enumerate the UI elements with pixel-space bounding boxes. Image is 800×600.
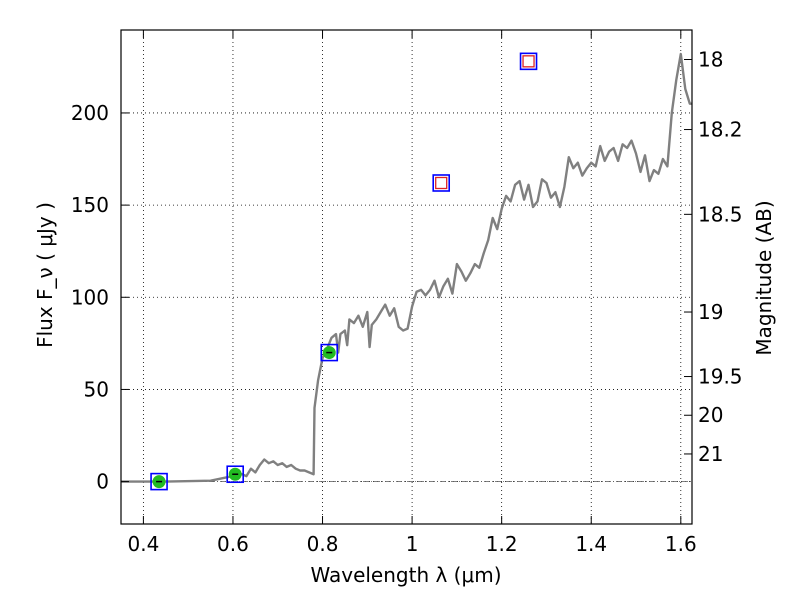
detection-point bbox=[150, 472, 168, 491]
detection-point bbox=[226, 465, 244, 484]
upper-limit-point bbox=[519, 52, 538, 71]
upper-limit-marker bbox=[435, 176, 448, 190]
model-flux-box bbox=[432, 174, 451, 192]
y-tick-label: 0 bbox=[96, 470, 109, 494]
right-tick-label: 18.2 bbox=[698, 118, 743, 142]
plot-frame bbox=[120, 29, 693, 525]
y-tick-label: 200 bbox=[71, 101, 109, 125]
right-tick-label: 21 bbox=[698, 442, 723, 466]
x-tick-label: 1.4 bbox=[575, 532, 607, 556]
plot-content bbox=[121, 52, 692, 491]
x-tick-label: 1.2 bbox=[486, 532, 518, 556]
tick-labels: 0.4 0.6 0.8 1 1.2 1.4 1.6 0 50 100 150 200 18 18.2 18.… bbox=[71, 47, 743, 556]
model-flux-box bbox=[320, 343, 339, 362]
right-tick-label: 18.5 bbox=[698, 202, 743, 226]
right-axis-title: Magnitude (AB) bbox=[752, 200, 776, 355]
x-tick-label: 1.6 bbox=[665, 532, 697, 556]
model-flux-box bbox=[226, 465, 244, 484]
y-axis-title: Flux F_ν ( μJy ) bbox=[33, 202, 57, 348]
right-tick-label: 20 bbox=[698, 403, 723, 427]
photometry-markers bbox=[150, 52, 538, 491]
model-flux-box bbox=[519, 52, 538, 71]
model-spectrum-line bbox=[121, 52, 692, 483]
x-tick-label: 1 bbox=[406, 532, 419, 556]
right-tick-label: 19.5 bbox=[698, 365, 743, 389]
x-tick-label: 0.8 bbox=[307, 532, 339, 556]
upper-limit-point bbox=[432, 174, 451, 192]
model-flux-box bbox=[150, 472, 168, 491]
y-tick-label: 100 bbox=[71, 285, 109, 309]
right-tick-label: 18 bbox=[698, 47, 723, 71]
axis-ticks bbox=[121, 30, 692, 524]
y-tick-label: 150 bbox=[71, 193, 109, 217]
right-tick-label: 19 bbox=[698, 300, 723, 324]
y-tick-label: 50 bbox=[84, 377, 109, 401]
detection-point bbox=[320, 343, 339, 362]
x-tick-label: 0.4 bbox=[127, 532, 159, 556]
x-axis-title: Wavelength λ (μm) bbox=[310, 563, 501, 587]
x-tick-label: 0.6 bbox=[217, 532, 249, 556]
upper-limit-marker bbox=[522, 55, 535, 68]
